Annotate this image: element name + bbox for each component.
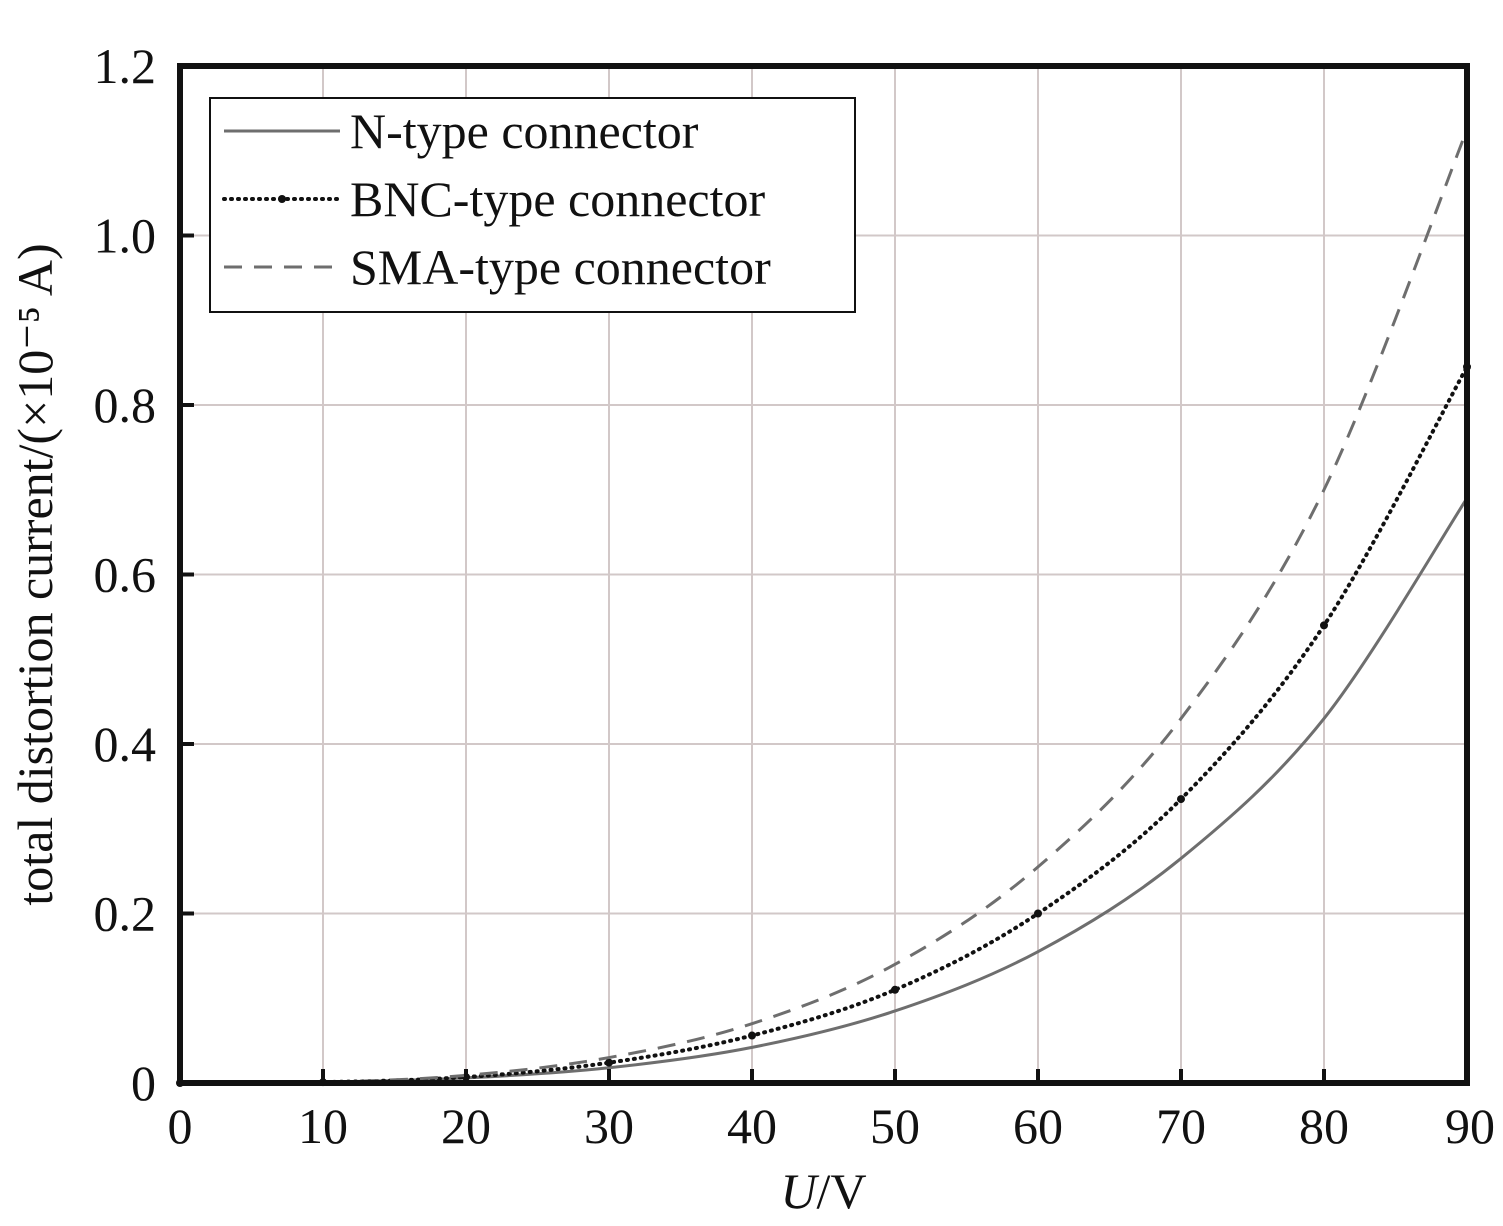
y-tick-label: 0.6	[94, 547, 157, 603]
legend-item: N-type connector	[224, 103, 699, 159]
series-line	[179, 497, 1469, 1085]
x-axis-label-variable: U	[780, 1163, 819, 1219]
x-tick-label: 70	[1156, 1098, 1206, 1154]
series-line	[178, 364, 1469, 1085]
data-point	[1177, 795, 1185, 804]
x-tick-label: 90	[1445, 1098, 1495, 1154]
y-tick-label: 0	[131, 1055, 156, 1111]
data-point	[748, 1031, 756, 1040]
x-tick-label: 10	[298, 1098, 348, 1154]
y-tick-label: 0.4	[94, 716, 157, 772]
legend-label: BNC-type connector	[350, 171, 766, 227]
ticks	[178, 64, 1469, 1085]
x-tick-label: 0	[168, 1098, 193, 1154]
data-point	[891, 985, 899, 994]
y-axis-label: total distortion current/(×10⁻⁵ A)	[7, 243, 63, 905]
x-tick-label: 20	[441, 1098, 491, 1154]
data-point	[1034, 909, 1042, 918]
y-tick-label: 0.2	[94, 886, 157, 942]
series-bnc	[176, 362, 1471, 1087]
x-tick-label: 40	[727, 1098, 777, 1154]
legend-item: SMA-type connector	[224, 239, 771, 295]
data-point	[1320, 621, 1328, 630]
x-axis-label-unit: /V	[817, 1163, 867, 1219]
legend-label: SMA-type connector	[350, 239, 771, 295]
data-point	[605, 1058, 613, 1067]
x-tick-label: 30	[584, 1098, 634, 1154]
legend-box	[209, 97, 856, 313]
legend-marker	[278, 195, 286, 203]
y-tick-label: 1.2	[94, 38, 157, 94]
legend-items: N-type connector BNC-type connector SMA-ty…	[222, 103, 771, 295]
legend-label: N-type connector	[350, 103, 699, 159]
tick-labels: 0 10 20 30 40 50 60 70 80 90 0 0.2 0.4 0.6 0.8 1.0 1.2	[94, 38, 1496, 1154]
y-tick-label: 0.8	[94, 377, 157, 433]
y-tick-label: 1.0	[94, 208, 157, 264]
x-tick-label: 60	[1013, 1098, 1063, 1154]
x-tick-label: 50	[870, 1098, 920, 1154]
x-axis-label: U/V	[780, 1163, 866, 1219]
legend: N-type connector BNC-type connector SMA-ty…	[209, 97, 856, 313]
series-n	[179, 497, 1469, 1085]
x-tick-label: 80	[1299, 1098, 1349, 1154]
legend-item: BNC-type connector	[222, 171, 766, 227]
